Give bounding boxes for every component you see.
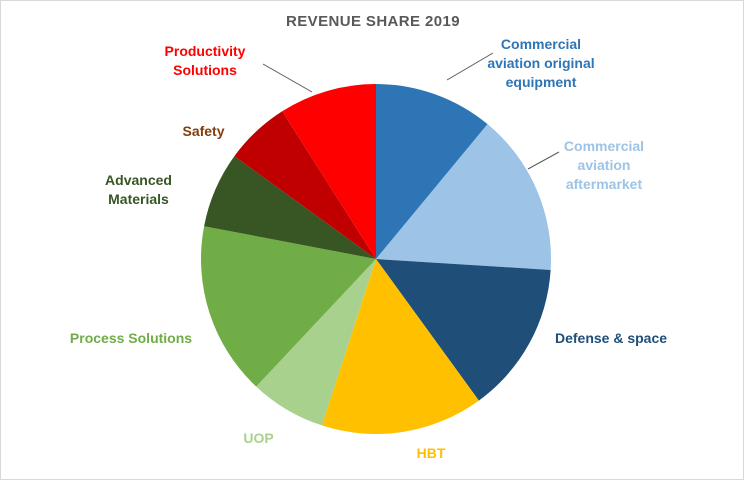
pie-slice-safety	[234, 111, 376, 260]
pie	[200, 84, 551, 434]
label-line: UOP	[243, 430, 274, 446]
slice-label-advanced-materials: Advanced Materials	[81, 171, 196, 209]
label-line: Productivity	[164, 43, 246, 59]
label-line: Safety	[182, 123, 225, 139]
label-line: aviation original	[487, 55, 595, 71]
slice-label-defense-and-space: Defense & space	[541, 329, 681, 348]
slice-label-hbt: HBT	[401, 444, 461, 463]
label-line: Materials	[108, 191, 169, 207]
pie-slice-productivity-solutions	[282, 84, 376, 259]
label-line: Commercial	[500, 36, 582, 52]
label-line: Process Solutions	[69, 330, 193, 346]
pie-slice-defense-and-space	[376, 259, 551, 401]
slice-label-uop: UOP	[231, 429, 286, 448]
pie-slice-process-solutions	[200, 226, 376, 387]
slice-label-productivity-solutions: Productivity Solutions	[149, 42, 261, 80]
label-line: equipment	[505, 74, 577, 90]
leader-line-commercial-aviation-aftermarket	[527, 151, 560, 170]
slice-label-commercial-aviation-original-equipment: Commercial aviation original equipment	[463, 35, 619, 92]
pie-slice-commercial-aviation-original-equipment	[376, 84, 488, 259]
pie-slice-commercial-aviation-aftermarket	[376, 124, 551, 270]
leader-line-commercial-aviation-original-equipment	[446, 52, 494, 81]
label-line: Solutions	[173, 62, 237, 78]
label-line: HBT	[416, 445, 446, 461]
pie-slice-uop	[256, 259, 376, 426]
chart-title: REVENUE SHARE 2019	[286, 13, 460, 30]
slice-label-process-solutions: Process Solutions	[56, 329, 206, 348]
pie-slice-advanced-materials	[204, 156, 376, 259]
slice-label-commercial-aviation-aftermarket: Commercial aviation aftermarket	[539, 137, 669, 194]
pie-slice-hbt	[321, 259, 479, 434]
leader-line-productivity-solutions	[262, 63, 313, 93]
label-line: Defense & space	[554, 330, 668, 346]
label-line: Advanced	[105, 172, 172, 188]
label-line: aviation	[577, 157, 631, 173]
label-line: aftermarket	[565, 176, 643, 192]
slice-label-safety: Safety	[176, 122, 231, 141]
label-line: Commercial	[563, 138, 645, 154]
